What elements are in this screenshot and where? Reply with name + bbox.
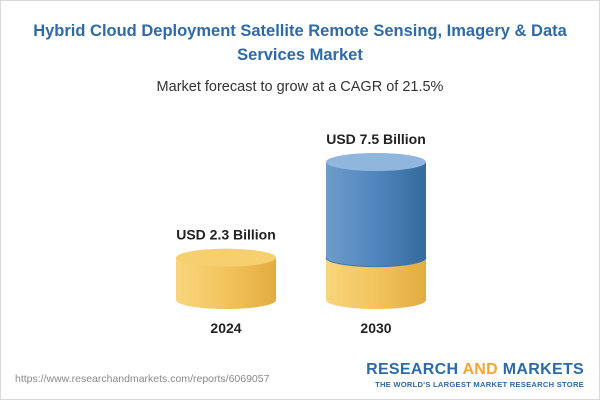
category-label-2024: 2024 xyxy=(210,320,241,336)
logo-part-and: AND xyxy=(462,361,499,378)
source-url[interactable]: https://www.researchandmarkets.com/repor… xyxy=(15,373,270,385)
bar-2030-top xyxy=(326,153,426,171)
bar-2030-growth-segment xyxy=(326,162,426,267)
logo-part-markets: MARKETS xyxy=(498,361,584,378)
bar-2030-segment-seam xyxy=(325,257,427,268)
logo-tagline: THE WORLD'S LARGEST MARKET RESEARCH STOR… xyxy=(375,380,584,389)
value-label-2024: USD 2.3 Billion xyxy=(176,227,276,243)
chart-title: Hybrid Cloud Deployment Satellite Remote… xyxy=(33,22,567,64)
bar-2024-top xyxy=(176,248,276,267)
bar-2030-base-segment xyxy=(326,257,426,309)
logo-wordmark: RESEARCH AND MARKETS xyxy=(366,361,584,379)
chart-subtitle: Market forecast to grow at a CAGR of 21.… xyxy=(156,79,444,95)
category-label-2030: 2030 xyxy=(360,320,391,336)
value-label-2030: USD 7.5 Billion xyxy=(326,131,426,147)
bar-2024 xyxy=(176,257,276,309)
logo-part-research: RESEARCH xyxy=(366,361,463,378)
research-and-markets-logo: RESEARCH AND MARKETS THE WORLD'S LARGEST… xyxy=(366,361,584,389)
